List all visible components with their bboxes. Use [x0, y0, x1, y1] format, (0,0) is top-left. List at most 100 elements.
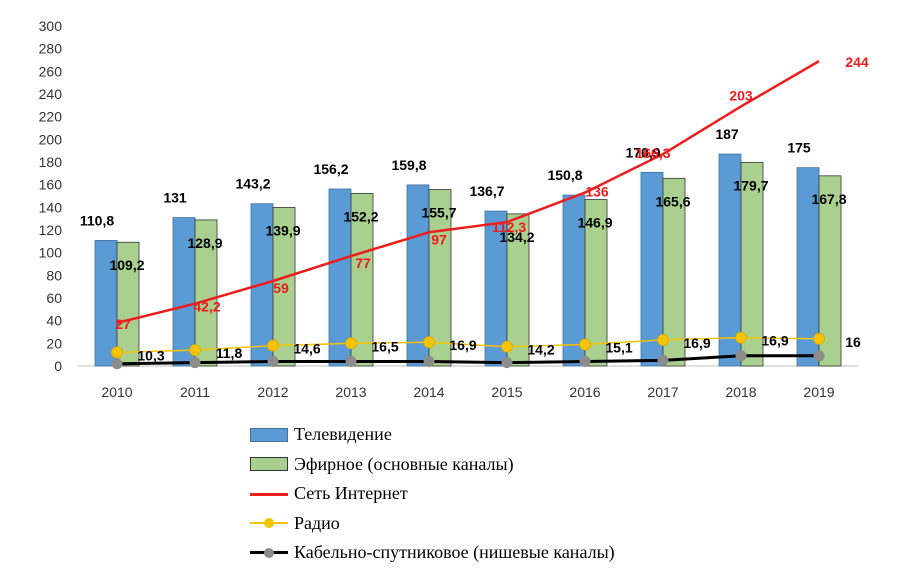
data-label-broadcast: 152,2 [343, 209, 378, 225]
y-tick-label: 200 [39, 131, 63, 147]
legend-label-cable: Кабельно-спутниковое (нишевые каналы) [294, 542, 615, 563]
y-tick-label: 0 [54, 358, 62, 374]
bar-broadcast [272, 207, 296, 367]
data-label-internet: 59 [273, 280, 289, 296]
x-tick-label: 2014 [413, 384, 444, 400]
point-radio [657, 334, 669, 346]
data-label-broadcast: 109,2 [109, 257, 144, 273]
data-label-internet: 166,3 [635, 145, 670, 161]
legend-key-cable [250, 546, 288, 560]
x-tick-label: 2017 [647, 384, 678, 400]
legend-label-tv: Телевидение [294, 424, 392, 445]
point-radio [345, 337, 357, 350]
x-tick-label: 2018 [725, 384, 756, 400]
point-cable [657, 354, 669, 366]
legend-key-broadcast [250, 457, 288, 472]
legend-item-radio: Радио [250, 509, 615, 539]
data-label-radio: 16,5 [371, 338, 398, 354]
bar-broadcast [584, 199, 608, 367]
x-tick-label: 2013 [335, 384, 366, 400]
y-tick-label: 280 [39, 41, 63, 57]
data-label-radio: 14,6 [293, 341, 320, 357]
legend-key-radio [250, 516, 288, 530]
bar-broadcast [662, 177, 686, 367]
legend-key-tv [250, 427, 288, 442]
data-label-tv: 159,8 [391, 157, 426, 173]
data-label-internet: 77 [355, 255, 371, 271]
data-label-tv: 143,2 [235, 176, 270, 192]
point-cable [579, 355, 591, 367]
y-tick-label: 240 [39, 86, 63, 102]
y-tick-label: 100 [39, 245, 63, 261]
line-radio [116, 336, 820, 354]
y-tick-label: 220 [39, 109, 63, 125]
legend-key-internet [250, 487, 288, 501]
data-label-radio: 16,9 [449, 337, 476, 353]
data-label-broadcast: 179,7 [733, 177, 768, 193]
data-label-tv: 110,8 [80, 212, 114, 228]
y-tick-label: 20 [46, 335, 62, 351]
data-label-internet: 136 [585, 184, 609, 200]
point-radio [111, 346, 123, 359]
chart-legend: Телевидение Эфирное (основные каналы) Се… [250, 420, 615, 568]
y-tick-label: 80 [46, 267, 62, 283]
legend-item-cable: Кабельно-спутниковое (нишевые каналы) [250, 538, 615, 568]
y-tick-label: 40 [46, 313, 62, 329]
bar-broadcast [194, 219, 218, 367]
x-tick-label: 2012 [257, 384, 288, 400]
point-cable [813, 350, 825, 362]
data-label-tv: 136,7 [469, 183, 504, 199]
bar-broadcast [506, 213, 530, 367]
y-tick-label: 160 [39, 177, 63, 193]
x-tick-label: 2019 [803, 384, 834, 400]
bar-broadcast [818, 175, 842, 367]
line-internet [116, 60, 820, 325]
bar-broadcast [740, 161, 764, 367]
legend-item-tv: Телевидение [250, 420, 615, 450]
point-radio [423, 336, 435, 349]
y-tick-label: 260 [39, 63, 63, 79]
data-label-internet: 42,2 [193, 299, 220, 315]
legend-label-internet: Сеть Интернет [294, 483, 408, 504]
point-cable [189, 357, 201, 369]
data-label-internet: 27 [115, 316, 131, 332]
legend-label-broadcast: Эфирное (основные каналы) [294, 453, 514, 474]
legend-item-broadcast: Эфирное (основные каналы) [250, 450, 615, 480]
data-label-radio: 15,1 [605, 339, 632, 355]
bar-broadcast [428, 189, 452, 367]
data-label-radio: 14,2 [527, 342, 554, 358]
data-label-radio: 16 [845, 334, 861, 350]
point-radio [735, 331, 747, 344]
data-label-internet: 203 [729, 87, 753, 103]
point-cable [423, 355, 435, 367]
data-label-radio: 16,9 [761, 333, 788, 349]
bar-broadcast [116, 241, 140, 367]
x-tick-label: 2016 [569, 384, 600, 400]
chart-plot: 0 20 40 60 80 100 120 140 160 180 200 220 240 260 280 3… [39, 18, 869, 400]
point-radio [267, 339, 279, 352]
data-label-internet: 244 [845, 54, 869, 70]
point-radio [501, 340, 513, 353]
data-label-tv: 156,2 [313, 161, 348, 177]
point-cable [501, 357, 513, 369]
y-tick-label: 60 [46, 290, 62, 306]
point-radio [579, 338, 591, 351]
point-cable [735, 350, 747, 362]
data-label-broadcast: 146,9 [577, 215, 612, 231]
data-label-tv: 175 [787, 140, 811, 156]
data-label-broadcast: 139,9 [265, 222, 300, 238]
point-radio [813, 332, 825, 345]
x-tick-label: 2010 [101, 384, 132, 400]
data-label-radio: 10,3 [137, 347, 164, 363]
legend-label-radio: Радио [294, 512, 340, 533]
data-label-radio: 11,8 [216, 345, 243, 361]
data-label-internet: 112,3 [492, 219, 526, 235]
y-tick-label: 140 [39, 199, 63, 215]
data-label-broadcast: 155,7 [421, 205, 456, 221]
data-label-broadcast: 134,2 [499, 229, 534, 245]
y-tick-label: 180 [39, 154, 63, 170]
line-cable [116, 354, 819, 366]
data-label-radio: 16,9 [683, 335, 710, 351]
data-label-internet: 97 [431, 231, 447, 247]
point-cable [345, 355, 357, 367]
